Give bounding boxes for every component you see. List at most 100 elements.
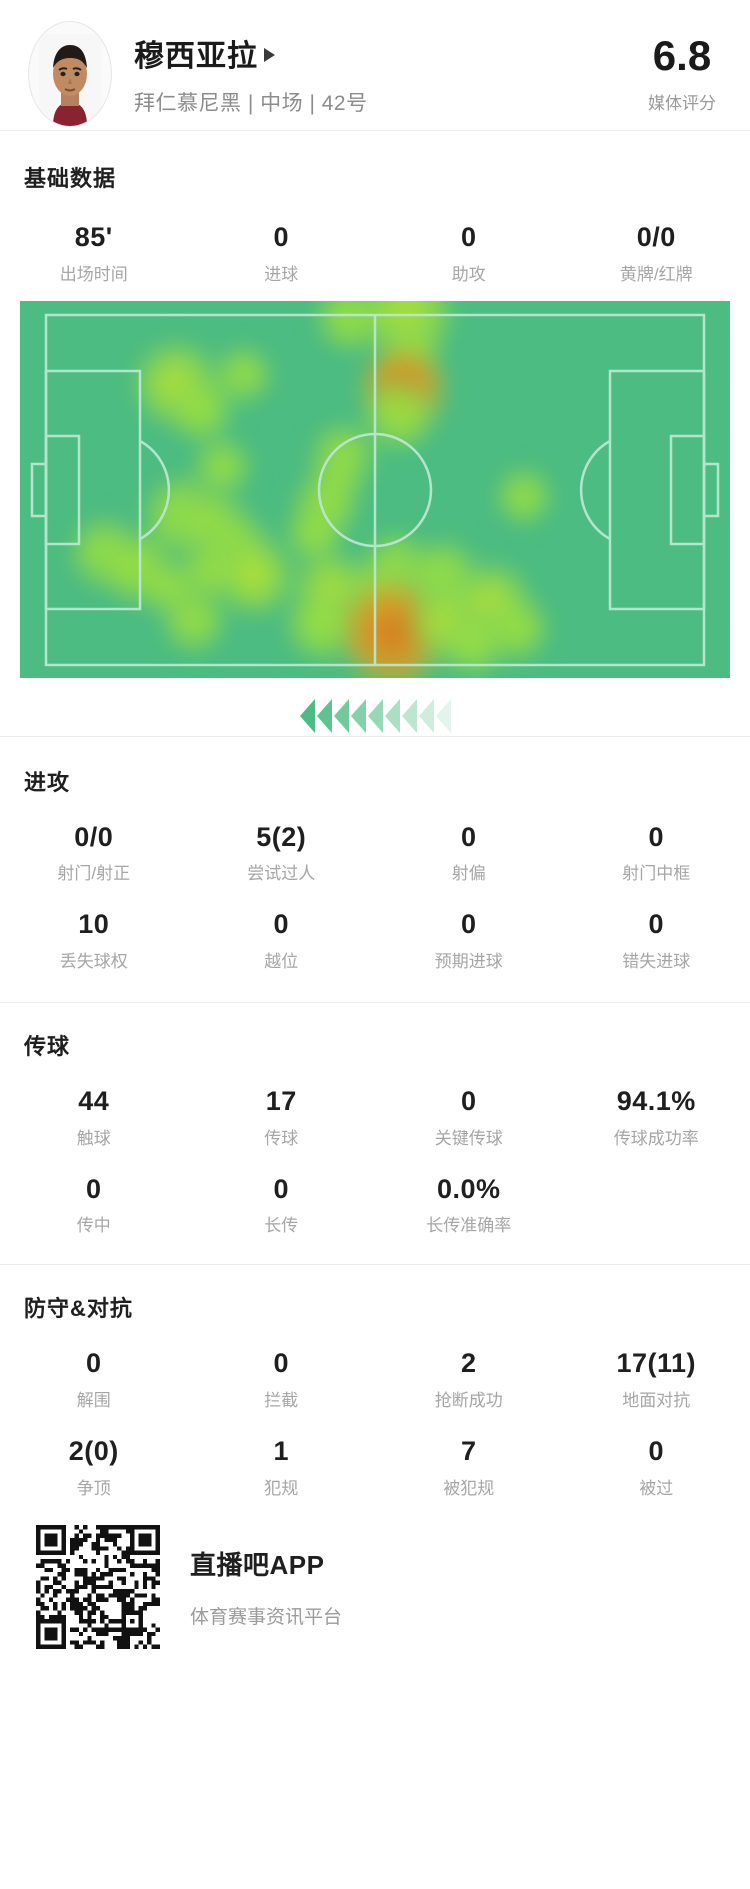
stat-cell-minutes: 85' 出场时间 (0, 222, 188, 285)
pitch (20, 300, 730, 678)
chevron-left-icon (435, 698, 451, 733)
stat-cell-empty (563, 1175, 750, 1237)
stat-label: 被过 (639, 1478, 674, 1498)
avatar (28, 21, 112, 127)
section-title-basic: 基础数据 (24, 166, 117, 191)
stat-value: 5(2) (256, 821, 307, 852)
stat-label: 助攻 (451, 264, 486, 284)
stat-cell-long-ball-accuracy: 0.0% 长传准确率 (375, 1174, 563, 1237)
stat-cell-big-chance-missed: 0 错失进球 (563, 910, 750, 972)
stat-label: 越位 (264, 952, 299, 972)
chevron-left-icon (418, 698, 434, 733)
stat-label: 长传准确率 (426, 1216, 512, 1236)
stat-row: 44 触球 17 传球 0 关键传球 94.1% 传球成功率 (0, 1086, 750, 1149)
stat-label: 进球 (264, 264, 299, 284)
stat-value: 0 (273, 222, 290, 252)
stat-value: 44 (78, 1086, 110, 1117)
stat-value: 0 (648, 821, 665, 852)
chevron-left-icon (384, 698, 400, 733)
rating-value: 6.8 (652, 31, 712, 79)
stat-row: 10 丢失球权 0 越位 0 预期进球 0 错失进球 (0, 910, 750, 972)
stat-label: 犯规 (264, 1478, 299, 1498)
stat-value: 85' (74, 222, 113, 252)
stat-label: 尝试过人 (247, 864, 316, 884)
section-title-passing: 传球 (24, 1034, 71, 1060)
heat-blob (162, 588, 226, 654)
chevron-left-icon (333, 698, 349, 733)
stat-cell-interceptions: 0 拦截 (188, 1349, 376, 1411)
stat-label: 错失进球 (622, 952, 691, 972)
stat-cell-tackles-won: 2 抢断成功 (375, 1349, 563, 1411)
stat-label: 传球成功率 (613, 1128, 699, 1148)
stat-cell-offside: 0 越位 (188, 910, 376, 972)
divider (0, 735, 750, 737)
player-name[interactable]: 穆西亚拉 (134, 40, 258, 73)
section-title-defence: 防守&对抗 (24, 1296, 133, 1322)
stat-value: 0 (460, 821, 477, 852)
stat-label: 射门/射正 (57, 864, 131, 884)
player-identity: 穆西亚拉 拜仁慕尼黑 | 中场 | 42号 (112, 31, 648, 117)
stat-label: 被犯规 (443, 1478, 495, 1498)
stat-value: 1 (273, 1436, 290, 1467)
stat-value: 0 (273, 1173, 290, 1204)
player-header: 穆西亚拉 拜仁慕尼黑 | 中场 | 42号 6.8 媒体评分 (0, 0, 750, 130)
divider (0, 1002, 750, 1004)
pitch-lines (30, 313, 720, 666)
stat-value: 0 (460, 222, 477, 252)
stat-label: 射门中框 (622, 864, 691, 884)
chevron-left-icon (316, 698, 332, 733)
heatmap-container (0, 300, 750, 736)
stat-label: 抢断成功 (434, 1391, 503, 1411)
app-name: 直播吧APP (190, 1549, 325, 1580)
app-tagline: 体育赛事资讯平台 (190, 1606, 343, 1628)
stat-value: 0 (460, 909, 477, 940)
stat-cell-possession-lost: 10 丢失球权 (0, 910, 188, 972)
chevron-right-icon[interactable] (264, 48, 275, 62)
chevron-left-icon (350, 698, 366, 733)
stat-row: 0/0 射门/射正 5(2) 尝试过人 0 射偏 0 射门中框 (0, 821, 750, 885)
stat-cell-shots-off: 0 射偏 (375, 821, 563, 885)
stat-label: 解围 (76, 1391, 111, 1411)
stat-row: 85' 出场时间 0 进球 0 助攻 0/0 黄牌/红牌 (0, 222, 750, 285)
divider (0, 130, 750, 131)
stat-cell-key-passes: 0 关键传球 (375, 1086, 563, 1149)
stat-value: 0 (460, 1086, 477, 1117)
stat-cell-shots: 0/0 射门/射正 (0, 822, 188, 885)
stat-label: 出场时间 (59, 264, 128, 284)
avatar-portrait-icon (39, 34, 101, 126)
app-footer: 直播吧APP 体育赛事资讯平台 (0, 1499, 750, 1649)
stat-label: 丢失球权 (59, 952, 128, 972)
stat-label: 预期进球 (434, 952, 503, 972)
stat-cell-crosses: 0 传中 (0, 1173, 188, 1237)
stat-cell-woodwork: 0 射门中框 (563, 821, 750, 885)
stat-value: 0 (273, 1348, 290, 1379)
stat-value: 0 (648, 909, 665, 940)
player-meta: 拜仁慕尼黑 | 中场 | 42号 (134, 92, 368, 115)
stat-label: 关键传球 (434, 1128, 503, 1148)
stat-label: 触球 (76, 1128, 111, 1148)
stat-label: 传中 (76, 1216, 111, 1236)
stat-label: 地面对抗 (622, 1391, 691, 1411)
footer-text: 直播吧APP 体育赛事资讯平台 (190, 1545, 342, 1629)
stat-row: 0 传中 0 长传 0.0% 长传准确率 (0, 1173, 750, 1237)
stat-label: 射偏 (451, 864, 486, 884)
stat-row: 0 解围 0 拦截 2 抢断成功 17(11) 地面对抗 (0, 1349, 750, 1411)
stat-cell-cards: 0/0 黄牌/红牌 (563, 222, 750, 285)
stat-cell-fouls: 1 犯规 (188, 1436, 376, 1499)
stat-cell-assists: 0 助攻 (375, 222, 563, 285)
stat-value: 0 (85, 1348, 102, 1379)
qr-code[interactable] (36, 1524, 160, 1649)
stat-cell-fouled: 7 被犯规 (375, 1436, 563, 1499)
stat-cell-dribbles: 5(2) 尝试过人 (188, 821, 376, 885)
stat-label: 传球 (264, 1128, 299, 1148)
stat-cell-clearances: 0 解围 (0, 1349, 188, 1411)
chevron-left-icon (299, 698, 315, 733)
stat-value: 0 (85, 1173, 102, 1204)
stat-label: 长传 (264, 1216, 299, 1236)
stat-value: 2 (460, 1348, 477, 1379)
stat-value: 94.1% (616, 1086, 696, 1117)
stat-cell-aerial-duels: 2(0) 争顶 (0, 1436, 188, 1499)
stat-value: 17(11) (616, 1348, 697, 1379)
stat-cell-dribbled-past: 0 被过 (563, 1436, 750, 1499)
